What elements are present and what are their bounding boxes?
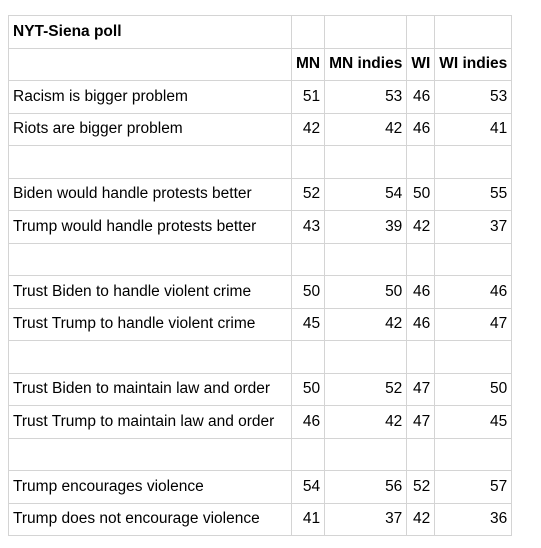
table-row	[8, 242, 513, 276]
empty-cell	[324, 15, 408, 49]
table-row: Riots are bigger problem 42 42 46 41	[8, 112, 513, 146]
row-label: Trust Trump to maintain law and order	[8, 405, 292, 439]
value-cell: 42	[406, 502, 436, 536]
column-header-mn-indies: MN indies	[324, 47, 408, 81]
table-row: Racism is bigger problem 51 53 46 53	[8, 80, 513, 114]
value-cell: 39	[324, 210, 408, 244]
value-cell: 42	[290, 112, 326, 146]
value-cell: 50	[290, 372, 326, 406]
value-cell: 41	[290, 502, 326, 536]
value-cell: 37	[324, 502, 408, 536]
value-cell	[290, 340, 326, 374]
value-cell: 46	[406, 80, 436, 114]
value-cell: 54	[324, 177, 408, 211]
value-cell	[406, 242, 436, 276]
empty-cell	[434, 15, 513, 49]
value-cell	[324, 242, 408, 276]
row-label	[8, 145, 292, 179]
header-row: MN MN indies WI WI indies	[8, 47, 513, 81]
value-cell: 47	[406, 372, 436, 406]
table-row: Biden would handle protests better 52 54 50…	[8, 177, 513, 211]
title-row: NYT-Siena poll	[8, 15, 513, 49]
table-row: Trump would handle protests better 43 39 42…	[8, 210, 513, 244]
table-row	[8, 145, 513, 179]
value-cell	[406, 340, 436, 374]
row-label: Trump does not encourage violence	[8, 502, 292, 536]
value-cell: 50	[406, 177, 436, 211]
value-cell	[434, 340, 513, 374]
value-cell	[290, 437, 326, 471]
table-row	[8, 340, 513, 374]
row-label: Biden would handle protests better	[8, 177, 292, 211]
value-cell: 50	[324, 275, 408, 309]
value-cell: 42	[406, 210, 436, 244]
row-label	[8, 242, 292, 276]
value-cell: 55	[434, 177, 513, 211]
value-cell	[324, 340, 408, 374]
value-cell: 46	[406, 112, 436, 146]
poll-table: NYT-Siena poll MN MN indies WI WI indies…	[8, 15, 513, 536]
row-label: Trust Trump to handle violent crime	[8, 307, 292, 341]
table-row: Trump encourages violence 54 56 52 57	[8, 470, 513, 504]
value-cell: 42	[324, 112, 408, 146]
value-cell	[324, 437, 408, 471]
value-cell	[406, 145, 436, 179]
row-label	[8, 340, 292, 374]
value-cell: 47	[434, 307, 513, 341]
value-cell: 50	[290, 275, 326, 309]
value-cell: 47	[406, 405, 436, 439]
row-label: Trust Biden to handle violent crime	[8, 275, 292, 309]
value-cell: 45	[434, 405, 513, 439]
value-cell: 46	[406, 275, 436, 309]
table-row: Trump does not encourage violence 41 37 42 3…	[8, 502, 513, 536]
empty-cell	[406, 15, 436, 49]
row-label: Riots are bigger problem	[8, 112, 292, 146]
value-cell	[434, 437, 513, 471]
table-row: Trust Biden to maintain law and order 50 5…	[8, 372, 513, 406]
value-cell: 53	[434, 80, 513, 114]
value-cell	[406, 437, 436, 471]
value-cell	[290, 145, 326, 179]
value-cell: 42	[324, 405, 408, 439]
value-cell: 37	[434, 210, 513, 244]
value-cell: 51	[290, 80, 326, 114]
column-header-wi-indies: WI indies	[434, 47, 513, 81]
value-cell: 42	[324, 307, 408, 341]
column-header-mn: MN	[290, 47, 326, 81]
value-cell: 50	[434, 372, 513, 406]
value-cell	[324, 145, 408, 179]
value-cell: 45	[290, 307, 326, 341]
value-cell: 53	[324, 80, 408, 114]
value-cell	[290, 242, 326, 276]
table-row	[8, 437, 513, 471]
row-label: Trump encourages violence	[8, 470, 292, 504]
value-cell: 46	[434, 275, 513, 309]
table-row: Trust Biden to handle violent crime 50 50 4…	[8, 275, 513, 309]
table-row: Trust Trump to handle violent crime 45 42 4…	[8, 307, 513, 341]
empty-cell	[290, 15, 326, 49]
row-label: Racism is bigger problem	[8, 80, 292, 114]
value-cell: 41	[434, 112, 513, 146]
row-label: Trust Biden to maintain law and order	[8, 372, 292, 406]
value-cell: 36	[434, 502, 513, 536]
row-label	[8, 437, 292, 471]
value-cell: 46	[406, 307, 436, 341]
column-header-wi: WI	[406, 47, 436, 81]
value-cell	[434, 145, 513, 179]
value-cell: 54	[290, 470, 326, 504]
empty-cell	[8, 47, 292, 81]
value-cell: 46	[290, 405, 326, 439]
table-row: Trust Trump to maintain law and order 46 4…	[8, 405, 513, 439]
table-title: NYT-Siena poll	[8, 15, 292, 49]
value-cell	[434, 242, 513, 276]
value-cell: 56	[324, 470, 408, 504]
value-cell: 52	[324, 372, 408, 406]
value-cell: 52	[406, 470, 436, 504]
value-cell: 57	[434, 470, 513, 504]
value-cell: 52	[290, 177, 326, 211]
value-cell: 43	[290, 210, 326, 244]
row-label: Trump would handle protests better	[8, 210, 292, 244]
